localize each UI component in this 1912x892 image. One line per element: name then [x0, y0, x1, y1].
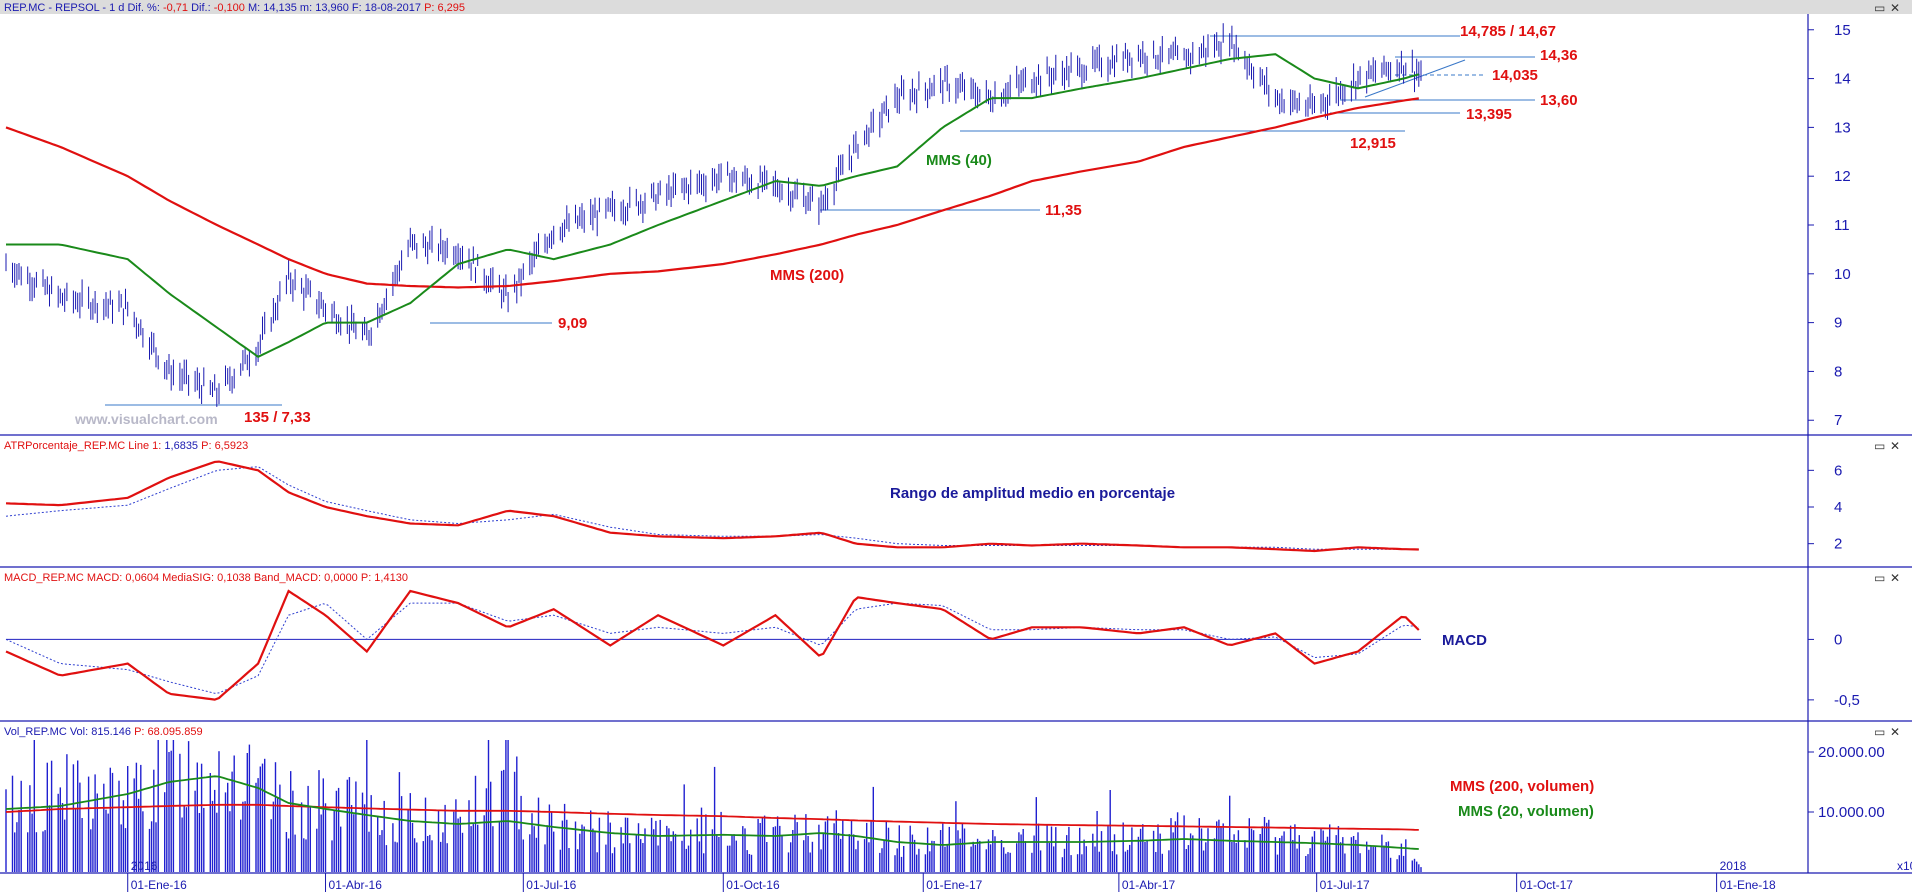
- sma40-line: [6, 53, 1420, 358]
- atr-ytick-label: 4: [1834, 499, 1842, 516]
- price-ytick-label: 15: [1834, 22, 1851, 39]
- atr-ytick-label: 6: [1834, 462, 1842, 479]
- x-tick-label: 01-Ene-16: [131, 878, 187, 892]
- atr-header: ATRPorcentaje_REP.MC Line 1: 1,6835 P: 6…: [4, 440, 248, 452]
- atr-close-icon[interactable]: ✕: [1890, 439, 1900, 453]
- annot-1436: 14,36: [1540, 47, 1578, 64]
- label-vol-mms200: MMS (200, volumen): [1450, 778, 1594, 795]
- x-tick-label: 01-Jul-17: [1320, 878, 1370, 892]
- x-tick-label: 01-Oct-16: [726, 878, 780, 892]
- macd-header-seg-1: P: 1,4130: [361, 572, 408, 584]
- x-tick-label: 01-Ene-17: [926, 878, 982, 892]
- price-ytick-label: 9: [1834, 315, 1842, 332]
- macd-header: MACD_REP.MC MACD: 0,0604 MediaSIG: 0,103…: [4, 572, 408, 584]
- macd-lines: [5, 589, 1421, 701]
- macd-line: [5, 589, 1420, 701]
- minimize-icon[interactable]: ▭: [1874, 1, 1885, 15]
- atr-minimize-icon[interactable]: ▭: [1874, 439, 1885, 453]
- atr-title-label: Rango de amplitud medio en porcentaje: [890, 485, 1175, 502]
- annot-14785: 14,785 / 14,67: [1460, 23, 1556, 40]
- annot-1360: 13,60: [1540, 92, 1578, 109]
- volume-bars: [5, 740, 1422, 872]
- macd-header-seg-0: MACD_REP.MC MACD: 0,0604 MediaSIG: 0,103…: [4, 572, 361, 584]
- volume-header-seg-1: P: 68.095.859: [134, 726, 203, 738]
- y-axes: 15 14 13 12 11 10 9 8 7 6 4 2 0 -0,5 20.000.00 10.000.0…: [1808, 22, 1885, 821]
- atr-header-seg-0: ATRPorcentaje_REP.MC Line 1:: [4, 440, 164, 452]
- price-header-seg-0: REP.MC - REPSOL - 1 d Dif. %:: [4, 2, 163, 14]
- annot-13395: 13,395: [1466, 106, 1512, 123]
- corner-label: x10: [1897, 859, 1912, 873]
- price-header-seg-4: M: 14,135 m: 13,960 F: 18-08-2017: [245, 2, 424, 14]
- label-vol-mms20: MMS (20, volumen): [1458, 803, 1594, 820]
- watermark: www.visualchart.com: [74, 411, 218, 427]
- atr-header-seg-2: P: 6,5923: [198, 440, 248, 452]
- close-icon[interactable]: ✕: [1890, 1, 1900, 15]
- macd-label: MACD: [1442, 632, 1487, 649]
- annot-12915: 12,915: [1350, 135, 1396, 152]
- price-ytick-label: 13: [1834, 119, 1851, 136]
- vol-sma20-line: [5, 775, 1419, 850]
- volume-header: Vol_REP.MC Vol: 815.146 P: 68.095.859: [4, 726, 203, 738]
- label-mms200: MMS (200): [770, 267, 844, 284]
- x-tick-label: 01-Abr-16: [329, 878, 383, 892]
- price-ytick-label: 7: [1834, 412, 1842, 429]
- x-tick-label: 01-Ene-18: [1720, 878, 1776, 892]
- price-ytick-label: 8: [1834, 363, 1842, 380]
- atr-lines: [5, 460, 1419, 553]
- x-tick-label: 01-Abr-17: [1122, 878, 1176, 892]
- annot-14035: 14,035: [1492, 67, 1538, 84]
- x-tick-label: 01-Jul-16: [526, 878, 576, 892]
- vol-sma200-line: [5, 803, 1419, 831]
- window-buttons[interactable]: ▭ ✕ ▭ ✕ ▭ ✕ ▭ ✕: [1874, 1, 1900, 739]
- annot-909: 9,09: [558, 315, 587, 332]
- volume-ytick-label: 10.000.00: [1818, 804, 1885, 821]
- atr-header-seg-1: 1,6835: [164, 440, 198, 452]
- volume-ytick-label: 20.000.00: [1818, 744, 1885, 761]
- volume-minimize-icon[interactable]: ▭: [1874, 725, 1885, 739]
- price-header-bar: [0, 0, 1912, 14]
- price-lines: [5, 53, 1420, 358]
- x-tick-label: 01-Oct-17: [1520, 878, 1574, 892]
- price-ytick-label: 12: [1834, 168, 1851, 185]
- atr-ytick-label: 2: [1834, 536, 1842, 553]
- label-mms40: MMS (40): [926, 152, 992, 169]
- level-lines: [105, 35, 1535, 406]
- price-ytick-label: 11: [1834, 217, 1850, 234]
- macd-minimize-icon[interactable]: ▭: [1874, 571, 1885, 585]
- x-axis: 01-Ene-16 01-Abr-16 01-Jul-16 01-Oct-16 01-E…: [127, 859, 1912, 892]
- price-header-seg-2: Dif.:: [188, 2, 214, 14]
- price-header: REP.MC - REPSOL - 1 d Dif. %: -0,71 Dif.…: [4, 2, 465, 14]
- macd-close-icon[interactable]: ✕: [1890, 571, 1900, 585]
- macd-ytick-label: 0: [1834, 631, 1842, 648]
- year-marker-2018: 2018: [1720, 859, 1747, 873]
- price-ytick-label: 14: [1834, 71, 1851, 88]
- price-header-seg-3: -0,100: [214, 2, 245, 14]
- price-header-seg-1: -0,71: [163, 2, 188, 14]
- volume-lines: [5, 775, 1419, 850]
- volume-close-icon[interactable]: ✕: [1890, 725, 1900, 739]
- atr-line: [5, 460, 1419, 553]
- volume-header-seg-0: Vol_REP.MC Vol: 815.146: [4, 726, 134, 738]
- annot-1135: 11,35: [1045, 202, 1082, 219]
- price-header-seg-5: P: 6,295: [424, 2, 465, 14]
- macd-ytick-label: -0,5: [1834, 692, 1860, 709]
- sma200-line: [5, 97, 1419, 289]
- annot-733: 135 / 7,33: [244, 409, 311, 426]
- year-marker-2016: 2016: [131, 859, 158, 873]
- price-ytick-label: 10: [1834, 266, 1851, 283]
